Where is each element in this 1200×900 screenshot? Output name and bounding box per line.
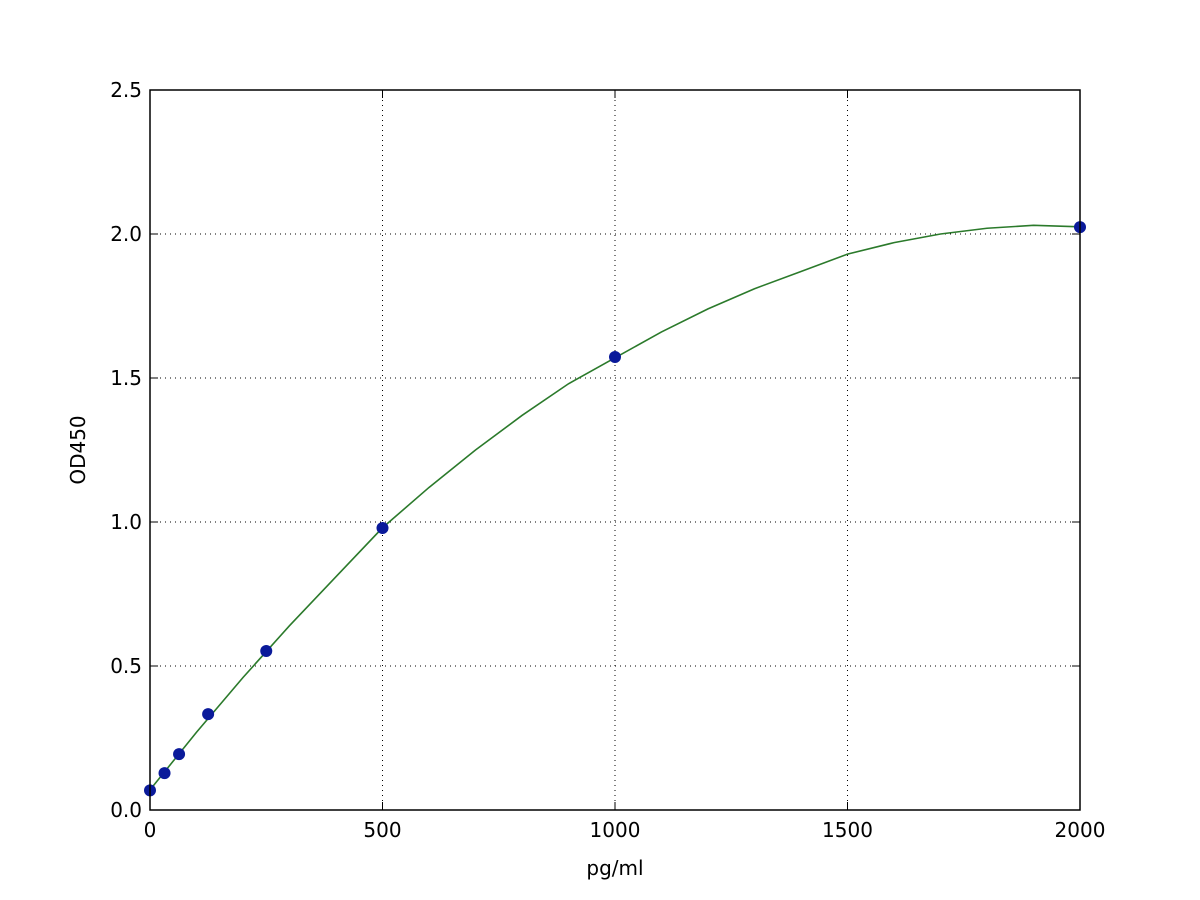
data-point — [173, 748, 186, 761]
x-tick-label: 1000 — [590, 818, 641, 842]
data-point — [158, 767, 171, 780]
y-axis-label: OD450 — [66, 415, 90, 484]
data-point — [376, 522, 389, 535]
y-tick-label: 1.5 — [110, 366, 142, 390]
y-tick-label: 1.0 — [110, 510, 142, 534]
y-tick-label: 2.0 — [110, 222, 142, 246]
y-tick-label: 0.0 — [110, 798, 142, 822]
data-point — [202, 708, 215, 721]
data-point — [609, 350, 621, 363]
plot-frame — [149, 89, 1081, 811]
x-tick-label: 500 — [363, 818, 401, 842]
y-tick-label: 2.5 — [110, 78, 142, 102]
x-tick-label: 2000 — [1055, 818, 1106, 842]
data-point — [260, 645, 273, 658]
x-axis-label: pg/ml — [586, 856, 643, 880]
x-tick-label: 1500 — [822, 818, 873, 842]
x-tick-label: 0 — [144, 818, 157, 842]
y-tick-label: 0.5 — [110, 654, 142, 678]
